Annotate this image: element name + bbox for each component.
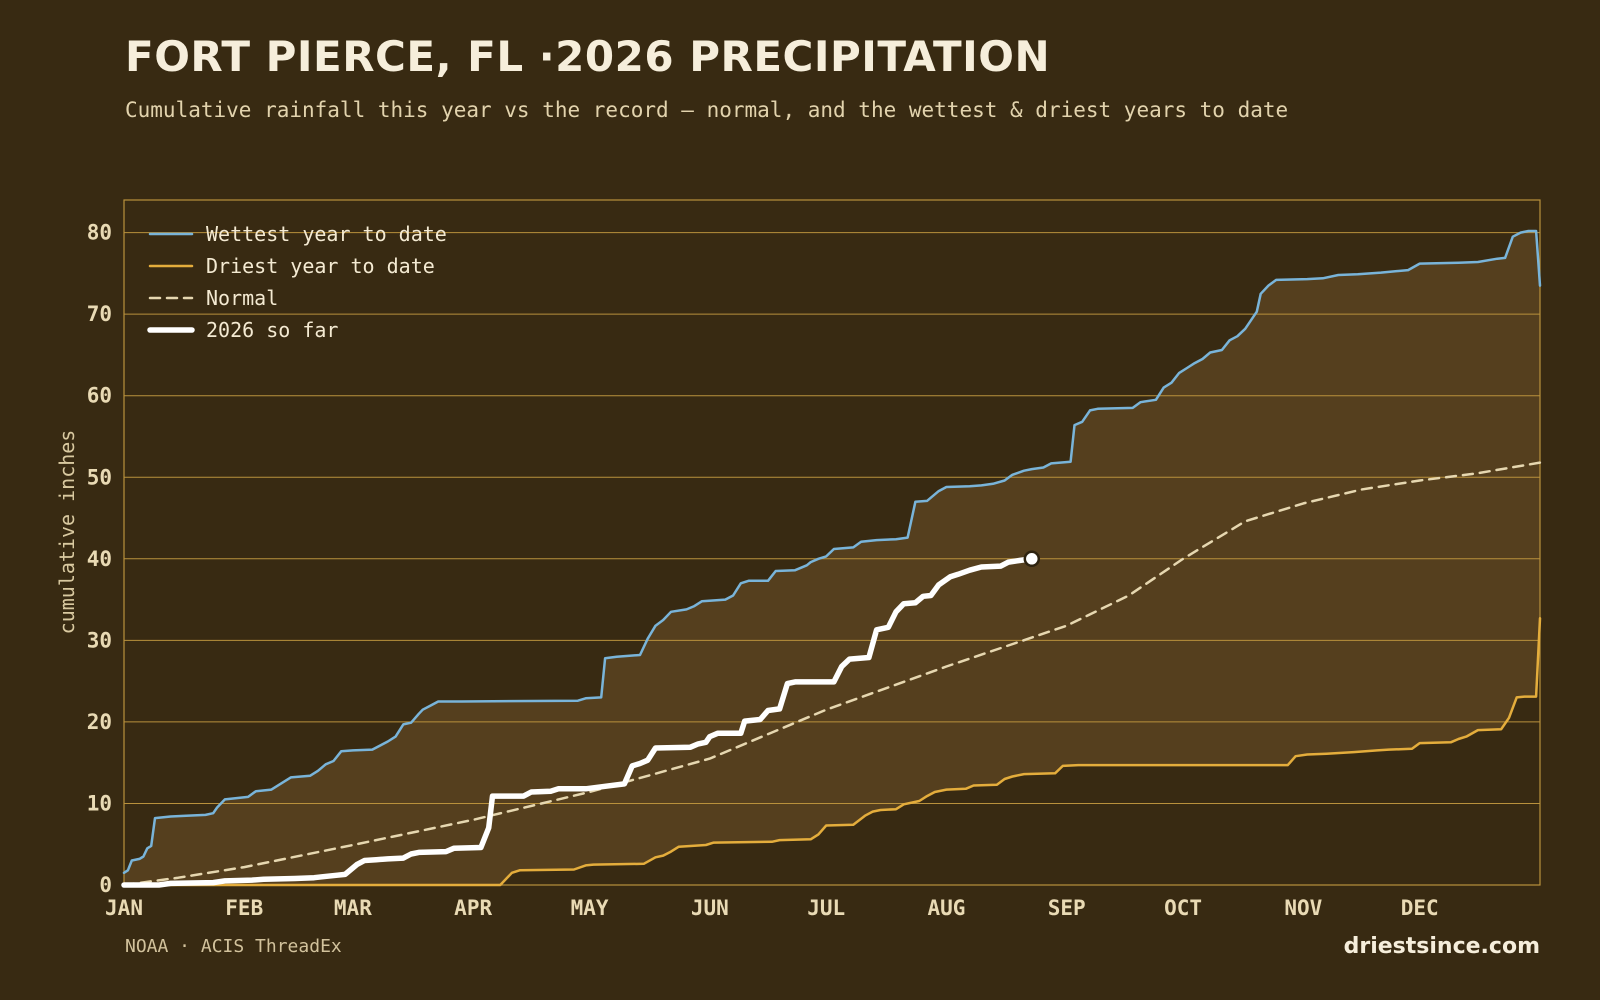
y-tick-label: 30	[87, 628, 112, 652]
y-tick-label: 60	[87, 384, 112, 408]
legend-label-normal: Normal	[206, 286, 278, 310]
data-source: NOAA · ACIS ThreadEx	[125, 936, 342, 957]
series-wettest-line	[122, 229, 1542, 875]
x-tick-label: MAY	[571, 896, 609, 920]
y-tick-label: 20	[87, 710, 112, 734]
current-value-marker	[1023, 550, 1041, 568]
page-subtitle: Cumulative rainfall this year vs the rec…	[125, 98, 1289, 122]
x-tick-label: MAR	[334, 896, 372, 920]
legend-label-current: 2026 so far	[206, 318, 338, 342]
x-tick-label: NOV	[1284, 896, 1322, 920]
x-tick-label: FEB	[225, 896, 263, 920]
axis-ticks: 0 10 20 30 40 50 60 70 80 JAN FEB MAR APR MAY JUN JUL AU…	[87, 221, 1439, 920]
plot-border	[123, 199, 1541, 886]
y-tick-label: 0	[99, 873, 112, 897]
series-normal-line	[122, 461, 1542, 887]
y-tick-label: 50	[87, 465, 112, 489]
x-tick-label: JUN	[691, 896, 729, 920]
grid-lines	[124, 232, 1540, 886]
brand-link[interactable]: driestsince.com	[1343, 934, 1540, 959]
x-tick-label: JAN	[105, 896, 143, 920]
x-tick-label: OCT	[1164, 896, 1202, 920]
y-tick-label: 40	[87, 547, 112, 571]
y-axis-label: cumulative inches	[55, 430, 79, 635]
plot-frame	[123, 199, 1541, 886]
series-current-line	[121, 556, 1035, 888]
y-tick-label: 80	[87, 221, 112, 245]
series-driest-line	[122, 617, 1542, 887]
x-tick-label: SEP	[1048, 896, 1086, 920]
y-tick-label: 10	[87, 791, 112, 815]
x-tick-label: JUL	[807, 896, 845, 920]
series-lines	[121, 229, 1542, 888]
page-title: FORT PIERCE, FL ·2026 PRECIPITATION	[125, 32, 1051, 81]
legend-label-driest: Driest year to date	[206, 254, 435, 278]
x-tick-label: APR	[454, 896, 492, 920]
y-tick-label: 70	[87, 302, 112, 326]
x-tick-label: DEC	[1401, 896, 1439, 920]
legend-label-wettest: Wettest year to date	[206, 222, 447, 246]
legend: Wettest year to date Driest year to date N…	[147, 222, 447, 342]
x-tick-label: AUG	[927, 896, 965, 920]
